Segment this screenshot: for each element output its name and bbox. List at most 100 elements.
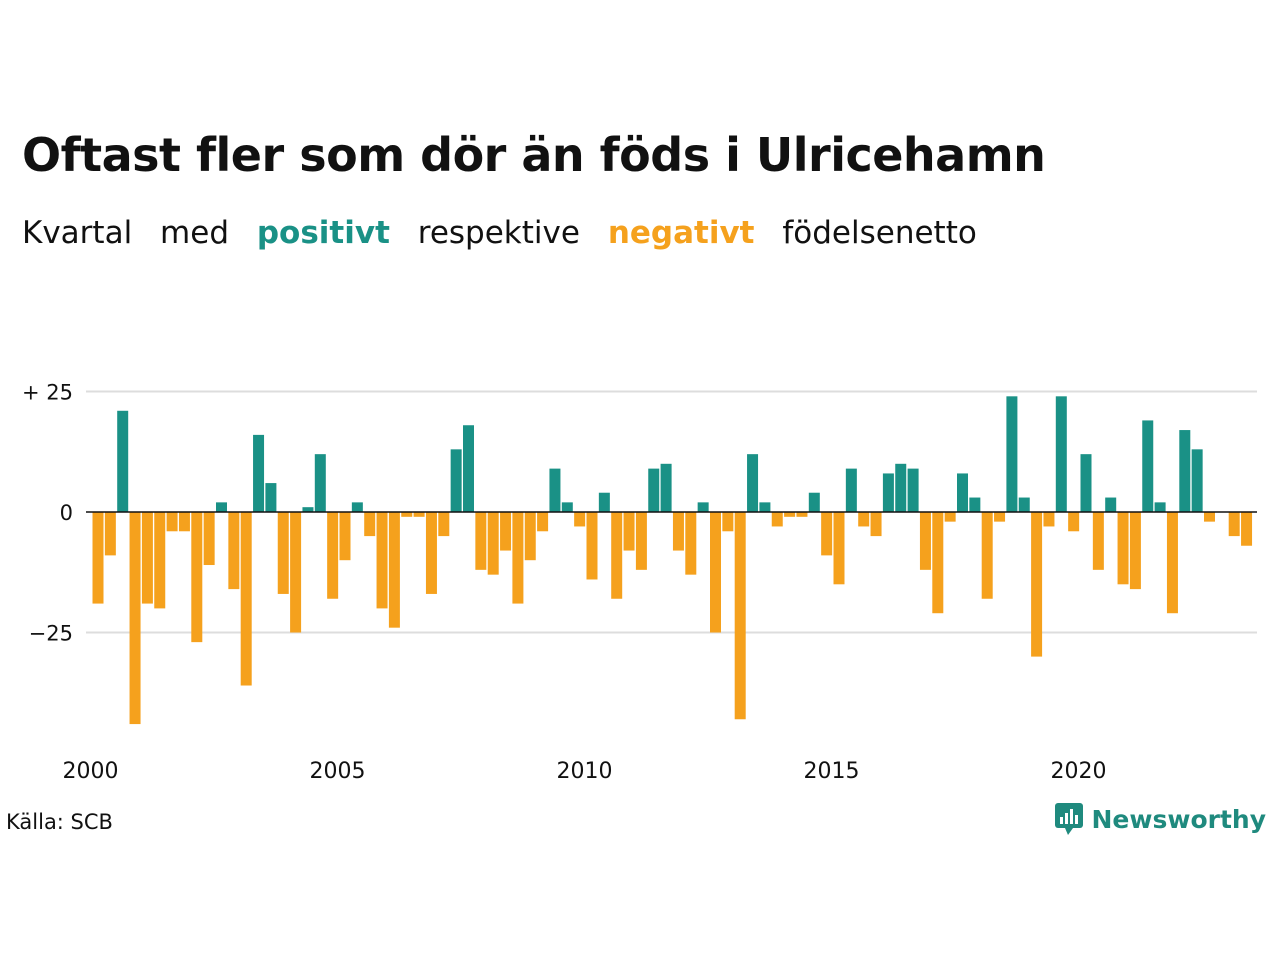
- bar: [154, 512, 166, 609]
- bar: [672, 512, 684, 551]
- bar: [1142, 420, 1154, 512]
- bar: [314, 454, 326, 512]
- bar: [450, 449, 462, 512]
- bar: [438, 512, 450, 537]
- bar: [240, 512, 252, 686]
- bar: [648, 468, 660, 512]
- bar: [339, 512, 351, 561]
- bar: [178, 512, 190, 532]
- x-tick-label: 2020: [1051, 759, 1107, 784]
- subtitle-text-kvartal: Kvartal: [22, 215, 133, 251]
- bar: [994, 512, 1006, 522]
- bar: [1154, 502, 1166, 512]
- bar: [586, 512, 598, 580]
- bar: [1117, 512, 1129, 585]
- brand-logo: Newsworthy: [1054, 802, 1266, 836]
- x-tick-label: 2005: [310, 759, 366, 784]
- bar: [1092, 512, 1104, 570]
- bar: [290, 512, 302, 633]
- bar: [759, 502, 771, 512]
- bar: [932, 512, 944, 614]
- bar: [364, 512, 376, 537]
- bar: [1241, 512, 1253, 546]
- bar: [697, 502, 709, 512]
- source-note: Källa: SCB: [6, 810, 113, 834]
- bar: [833, 512, 845, 585]
- subtitle-text-respektive: respektive: [417, 215, 580, 251]
- bar: [919, 512, 931, 570]
- bar: [1055, 396, 1067, 512]
- bar: [376, 512, 388, 609]
- bar: [1043, 512, 1055, 527]
- bar: [1179, 430, 1191, 512]
- y-tick-label: −25: [29, 622, 73, 646]
- bar: [166, 512, 178, 532]
- bar: [722, 512, 734, 532]
- subtitle-text-fodelsenetto: födelsenetto: [782, 215, 977, 251]
- bar: [104, 512, 116, 556]
- bar: [598, 492, 610, 512]
- bar: [784, 512, 796, 517]
- bar: [1228, 512, 1240, 537]
- bar: [1068, 512, 1080, 532]
- bar: [277, 512, 289, 594]
- bar: [475, 512, 487, 570]
- bar: [1105, 497, 1117, 512]
- bar: [957, 473, 968, 512]
- bar: [463, 425, 474, 512]
- bar: [253, 434, 265, 512]
- x-tick-label: 2010: [557, 759, 613, 784]
- bar: [524, 512, 536, 561]
- bar: [574, 512, 586, 527]
- bar: [388, 512, 400, 628]
- bar: [623, 512, 635, 551]
- y-tick-label: 0: [60, 501, 73, 525]
- bar: [944, 512, 956, 522]
- bar: [1018, 497, 1030, 512]
- bar: [228, 512, 240, 590]
- bar: [216, 502, 227, 512]
- bar: [512, 512, 524, 604]
- bar: [808, 492, 820, 512]
- bar: [1204, 512, 1215, 522]
- chart-subtitle: Kvartal med positivt respektive negativt…: [22, 215, 995, 251]
- bar: [969, 497, 981, 512]
- bar: [747, 454, 759, 512]
- bar: [845, 468, 857, 512]
- chart-title: Oftast fler som dör än föds i Ulricehamn: [22, 128, 1046, 182]
- bar: [796, 512, 808, 517]
- bar: [1031, 512, 1043, 657]
- bar: [685, 512, 697, 575]
- subtitle-positive-label: positivt: [256, 215, 390, 251]
- bar: [882, 473, 894, 512]
- bar: [821, 512, 833, 556]
- bar: [1006, 396, 1018, 512]
- y-tick-label: + 25: [22, 381, 73, 405]
- bar: [561, 502, 573, 512]
- bar: [413, 512, 425, 517]
- bar-layer: [92, 396, 1253, 725]
- bar: [302, 507, 314, 512]
- bar: [858, 512, 870, 527]
- bar: [401, 512, 413, 517]
- bar: [895, 463, 907, 512]
- x-tick-label: 2015: [804, 759, 860, 784]
- bar: [1191, 449, 1203, 512]
- bar: [117, 410, 129, 512]
- bar: [425, 512, 437, 594]
- bar: [981, 512, 993, 599]
- bar: [870, 512, 882, 537]
- subtitle-text-med: med: [160, 215, 229, 251]
- bar: [1080, 454, 1092, 512]
- bar: [487, 512, 499, 575]
- subtitle-negative-label: negativt: [607, 215, 755, 251]
- bar: [1129, 512, 1141, 590]
- bar: [203, 512, 215, 566]
- bar: [734, 512, 746, 720]
- bar: [611, 512, 623, 599]
- axis-labels: + 25 0 −25 2000 2005 2010 2015 2020: [22, 381, 1107, 785]
- bar: [265, 483, 277, 512]
- bar: [907, 468, 919, 512]
- bar: [141, 512, 153, 604]
